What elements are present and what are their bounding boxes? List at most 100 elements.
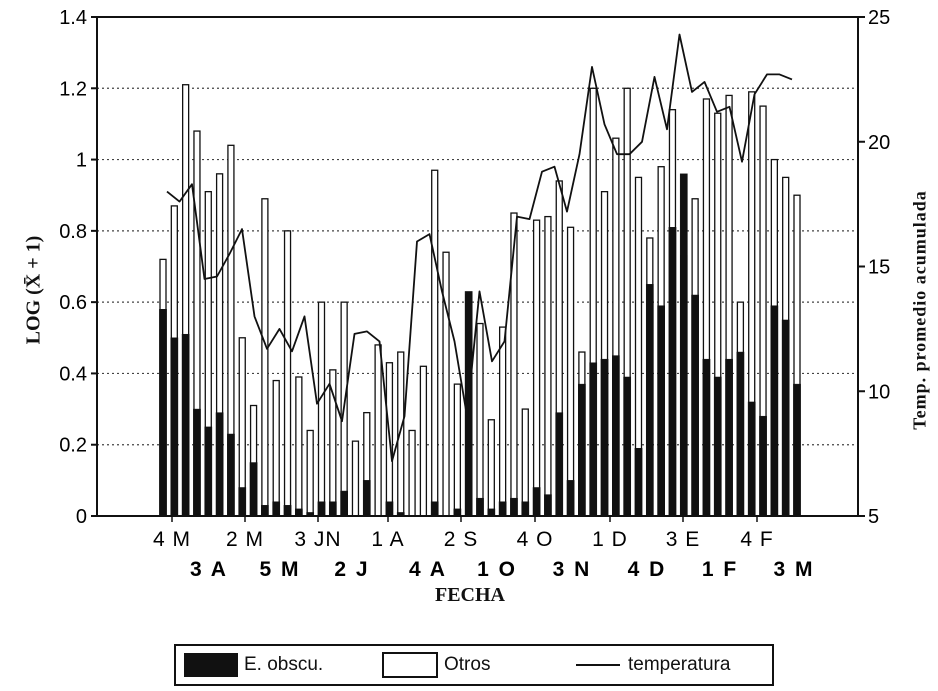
bar-eobscu <box>600 358 609 517</box>
y2-tick-label: 25 <box>868 7 890 29</box>
bar-otros <box>442 251 450 517</box>
bar-eobscu <box>555 412 564 517</box>
y2-axis-label-wrap: Temp. promedio acumulada <box>900 160 938 460</box>
legend-label-eobscu: E. obscu. <box>244 654 324 675</box>
bar-eobscu <box>612 355 620 517</box>
y-tick-label: 0.6 <box>59 292 87 314</box>
y-tick-label: 0.2 <box>59 435 87 457</box>
bar-eobscu <box>498 501 507 517</box>
x-tick-label-row2: 5 M <box>259 558 300 581</box>
bar-eobscu <box>430 501 439 517</box>
bar-eobscu <box>532 487 541 517</box>
bar-eobscu <box>227 433 235 517</box>
bar-eobscu <box>668 227 677 517</box>
bar-otros <box>453 383 462 517</box>
bar-eobscu <box>623 376 632 517</box>
axes <box>91 16 865 522</box>
legend: E. obscu. Otros temperatura <box>174 644 774 686</box>
bar-eobscu <box>713 376 722 517</box>
x-tick-label-row2: 1 F <box>702 558 738 581</box>
y2-axis-label: Temp. promedio acumulada <box>909 190 930 430</box>
temperature-line <box>166 33 793 463</box>
bar-eobscu <box>566 480 575 517</box>
bar-eobscu <box>204 426 213 517</box>
x-tick-label-row2: 4 D <box>628 558 667 581</box>
y-tick-label: 0 <box>76 506 87 528</box>
x-tick-label-row2: 2 J <box>334 558 369 581</box>
bar-eobscu <box>193 408 201 517</box>
bar-otros <box>374 344 382 517</box>
y-tick-label: 1.4 <box>59 7 87 29</box>
y2-tick-label: 10 <box>868 381 890 403</box>
bar-eobscu <box>679 173 688 517</box>
bar-eobscu <box>770 305 779 517</box>
bar-eobscu <box>238 487 247 517</box>
bars <box>159 84 801 517</box>
bar-otros <box>476 322 484 517</box>
x-tick-label-row2: 3 M <box>773 558 814 581</box>
bar-eobscu <box>736 351 745 517</box>
bar-otros <box>261 198 269 517</box>
bar-eobscu <box>725 358 733 517</box>
bar-eobscu <box>747 401 756 517</box>
bar-eobscu <box>487 508 496 517</box>
bar-otros <box>295 376 303 517</box>
x-tick-label-row1: 4 O <box>517 528 554 551</box>
bar-otros <box>317 301 326 517</box>
x-tick-label-row1: 3 E <box>666 528 701 551</box>
y-axis-label: LOG (X̄ + 1) <box>22 235 45 345</box>
x-tick-label-row2: 4 A <box>409 558 447 581</box>
legend-label-temperatura: temperatura <box>628 654 731 675</box>
bar-eobscu <box>634 448 643 517</box>
x-tick-label-row2: 1 O <box>477 558 517 581</box>
y2-tick-label: 20 <box>868 132 890 154</box>
legend-item-eobscu: E. obscu. <box>184 652 323 678</box>
bar-eobscu <box>385 501 394 517</box>
bar-eobscu <box>510 497 518 517</box>
legend-swatch-open <box>382 652 438 678</box>
bar-eobscu <box>453 508 462 517</box>
bar-otros <box>283 230 292 517</box>
bar-eobscu <box>781 319 790 517</box>
bar-eobscu <box>691 294 699 517</box>
bar-eobscu <box>645 284 654 517</box>
bar-eobscu <box>295 508 303 517</box>
y-tick-label: 1 <box>76 150 87 172</box>
bar-eobscu <box>159 309 167 517</box>
bar-otros <box>408 429 416 517</box>
bar-otros <box>498 326 507 517</box>
bar-otros <box>272 379 280 517</box>
temperature-line-group <box>166 33 793 463</box>
tick-labels: 0 0.2 0.4 0.6 0.8 1 1.2 1.4 5 10 15 20 25 4 M 2 M 3 JN 1… <box>59 7 890 581</box>
bar-otros <box>306 429 314 517</box>
y-tick-label: 0.4 <box>59 363 87 385</box>
legend-item-temperatura: temperatura <box>576 652 730 678</box>
x-tick-label-row1: 2 S <box>444 528 479 551</box>
bar-eobscu <box>657 305 665 517</box>
y-tick-label: 1.2 <box>59 78 87 100</box>
y2-tick-label: 5 <box>868 506 879 528</box>
bar-otros <box>419 365 428 517</box>
bar-eobscu <box>340 490 348 517</box>
bar-eobscu <box>521 501 530 517</box>
x-tick-label-row1: 1 D <box>592 528 628 551</box>
bar-eobscu <box>362 480 371 517</box>
bar-otros <box>351 440 360 517</box>
y-axis-label-wrap: LOG (X̄ + 1) <box>14 210 54 370</box>
bar-otros <box>431 169 439 517</box>
x-tick-label-row2: 3 A <box>190 558 228 581</box>
bar-eobscu <box>589 362 598 517</box>
y2-tick-label: 15 <box>868 257 890 279</box>
x-tick-label-row1: 2 M <box>226 528 264 551</box>
bar-otros <box>510 212 518 517</box>
bar-eobscu <box>702 358 711 517</box>
bar-eobscu <box>249 462 258 517</box>
bar-eobscu <box>283 505 292 517</box>
bar-eobscu <box>476 497 484 517</box>
bar-eobscu <box>759 415 767 517</box>
bar-eobscu <box>793 383 801 517</box>
x-tick-label-row1: 4 F <box>740 528 773 551</box>
legend-label-otros: Otros <box>444 654 491 675</box>
y-tick-label: 0.8 <box>59 221 87 243</box>
